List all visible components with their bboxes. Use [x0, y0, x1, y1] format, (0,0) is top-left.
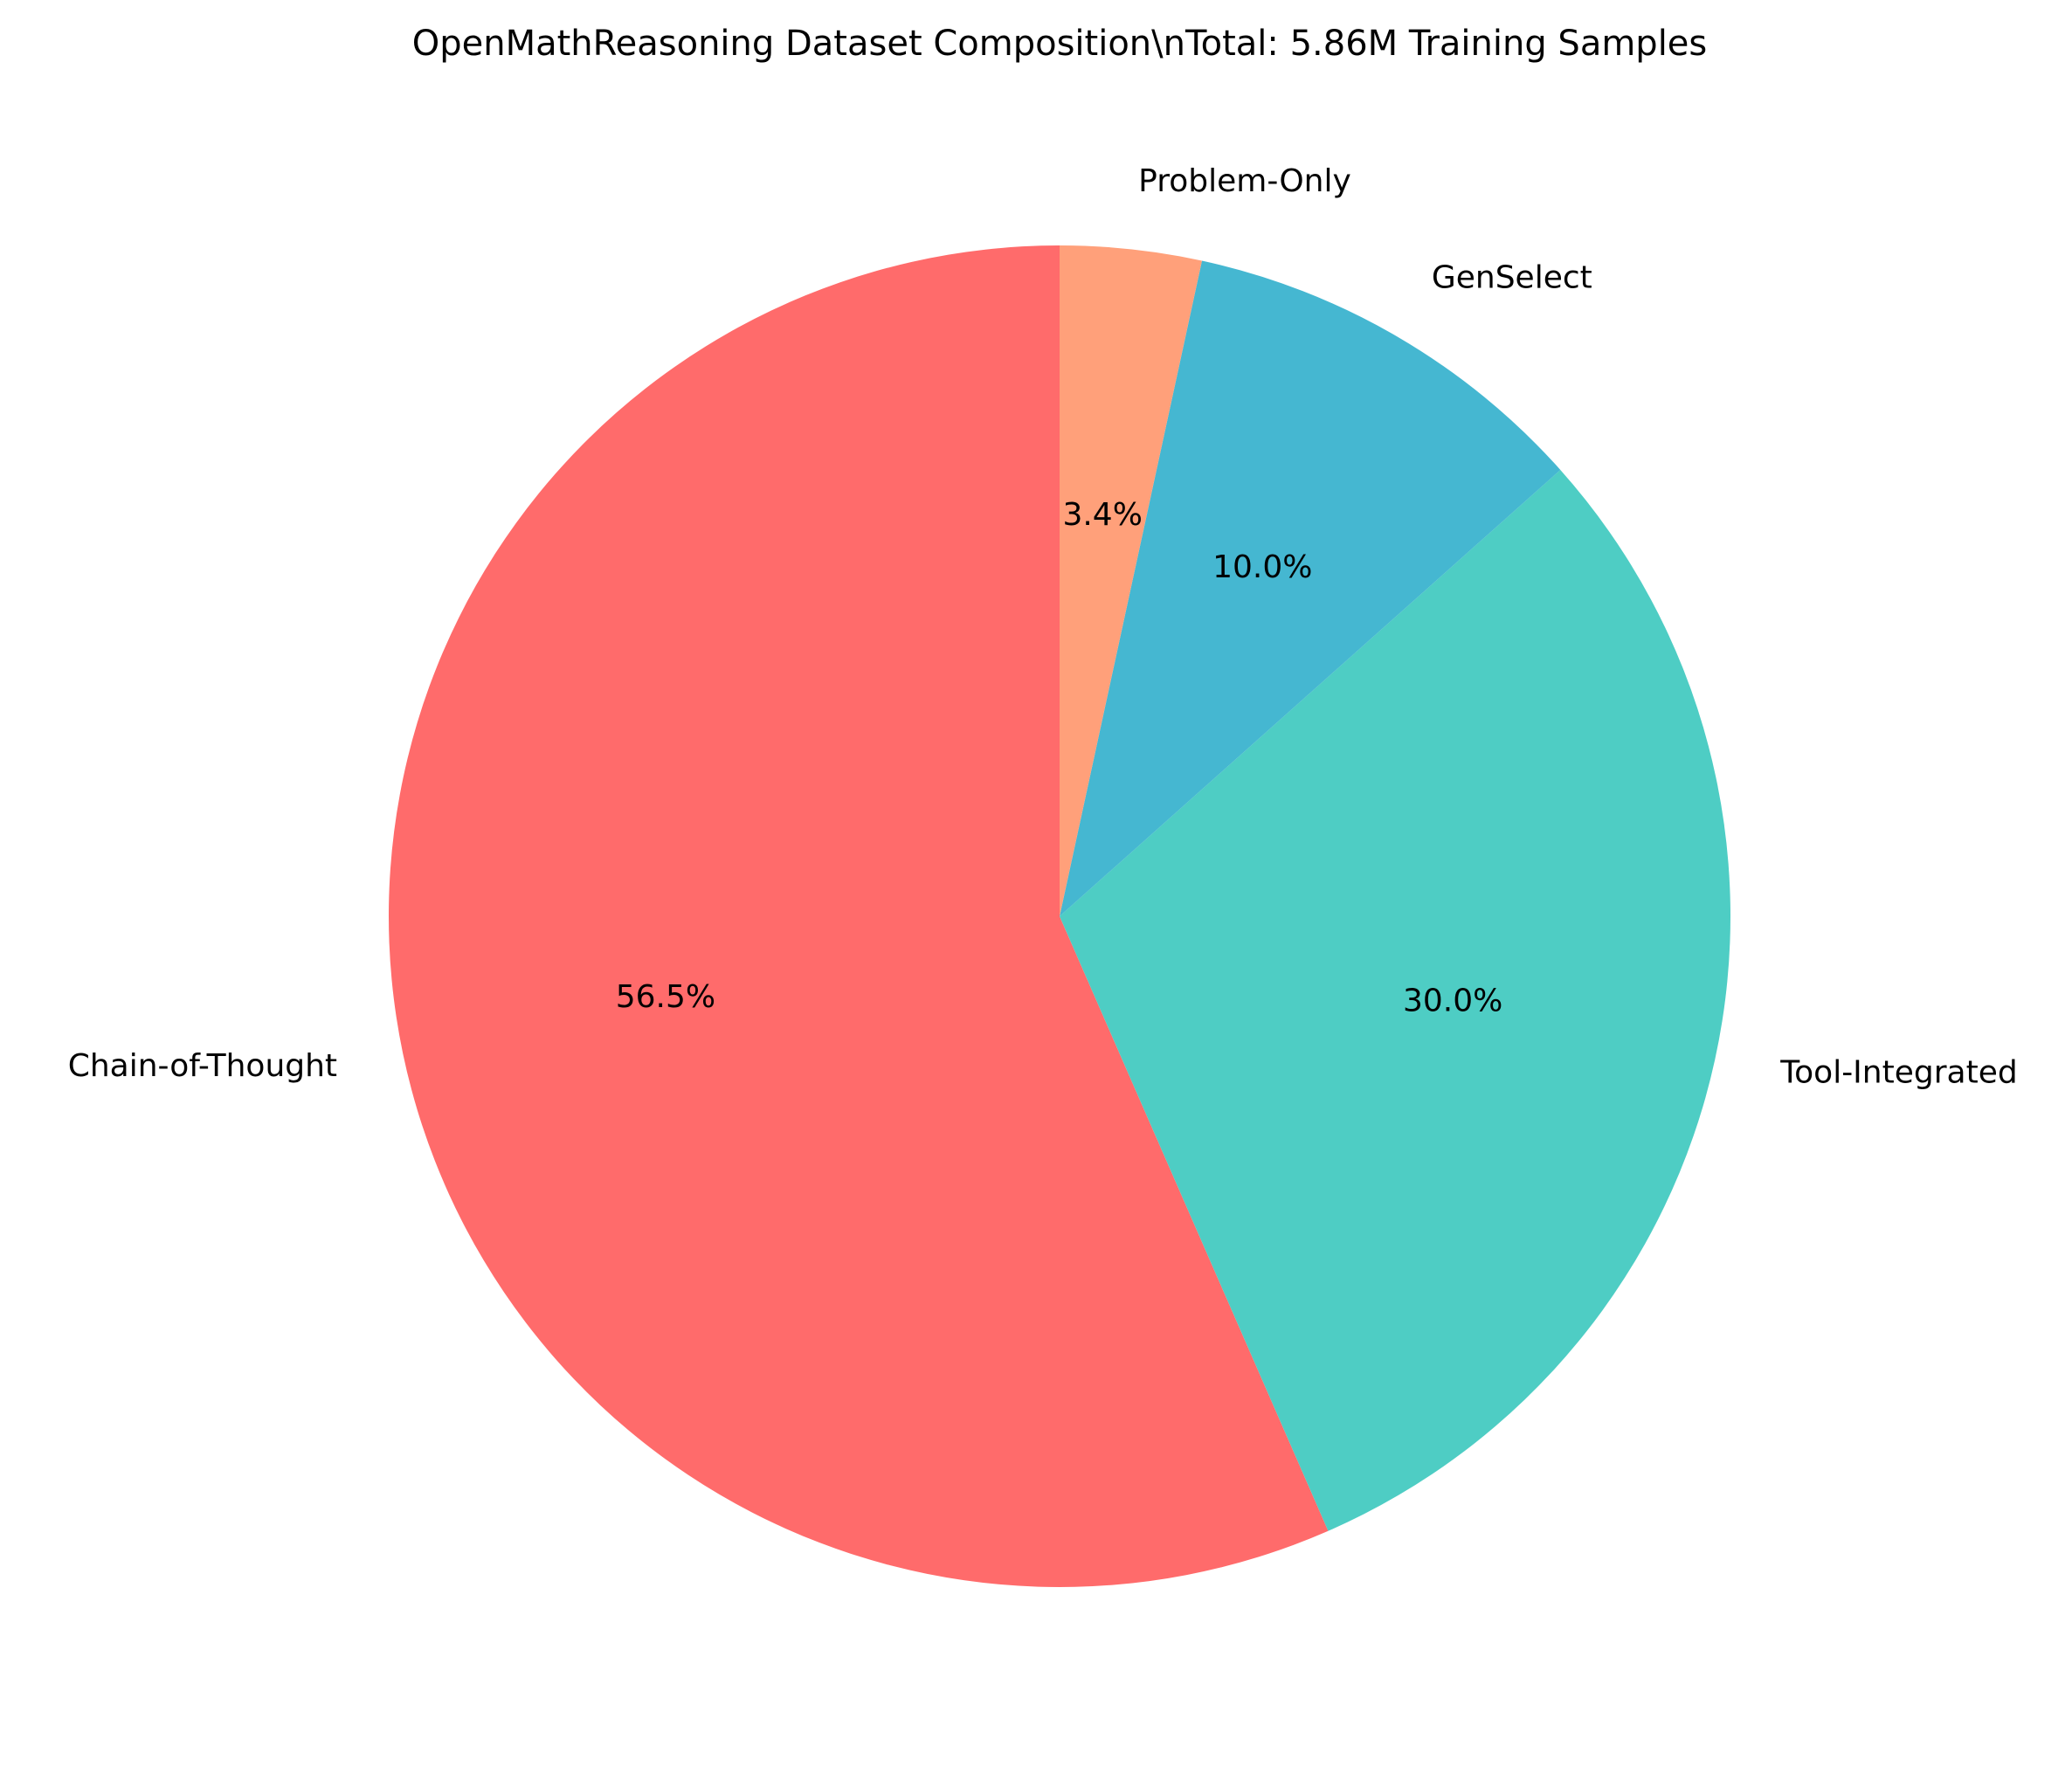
percent-label: 10.0%: [1212, 549, 1312, 585]
percent-label: 30.0%: [1403, 983, 1502, 1018]
percent-label: 3.4%: [1062, 497, 1142, 533]
pie-slice: [1060, 245, 1202, 916]
pie-slice: [1060, 260, 1561, 916]
percent-label: 56.5%: [616, 979, 715, 1015]
slice-label: GenSelect: [1432, 259, 1592, 295]
slice-label: Chain-of-Thought: [68, 1048, 337, 1084]
pie-slice: [388, 245, 1329, 1588]
slice-label: Tool-Integrated: [1779, 1055, 2017, 1091]
chart-title: OpenMathReasoning Dataset Composition\nT…: [412, 24, 1708, 64]
slice-label: Problem-Only: [1138, 163, 1351, 199]
pie-slice: [1060, 469, 1730, 1531]
